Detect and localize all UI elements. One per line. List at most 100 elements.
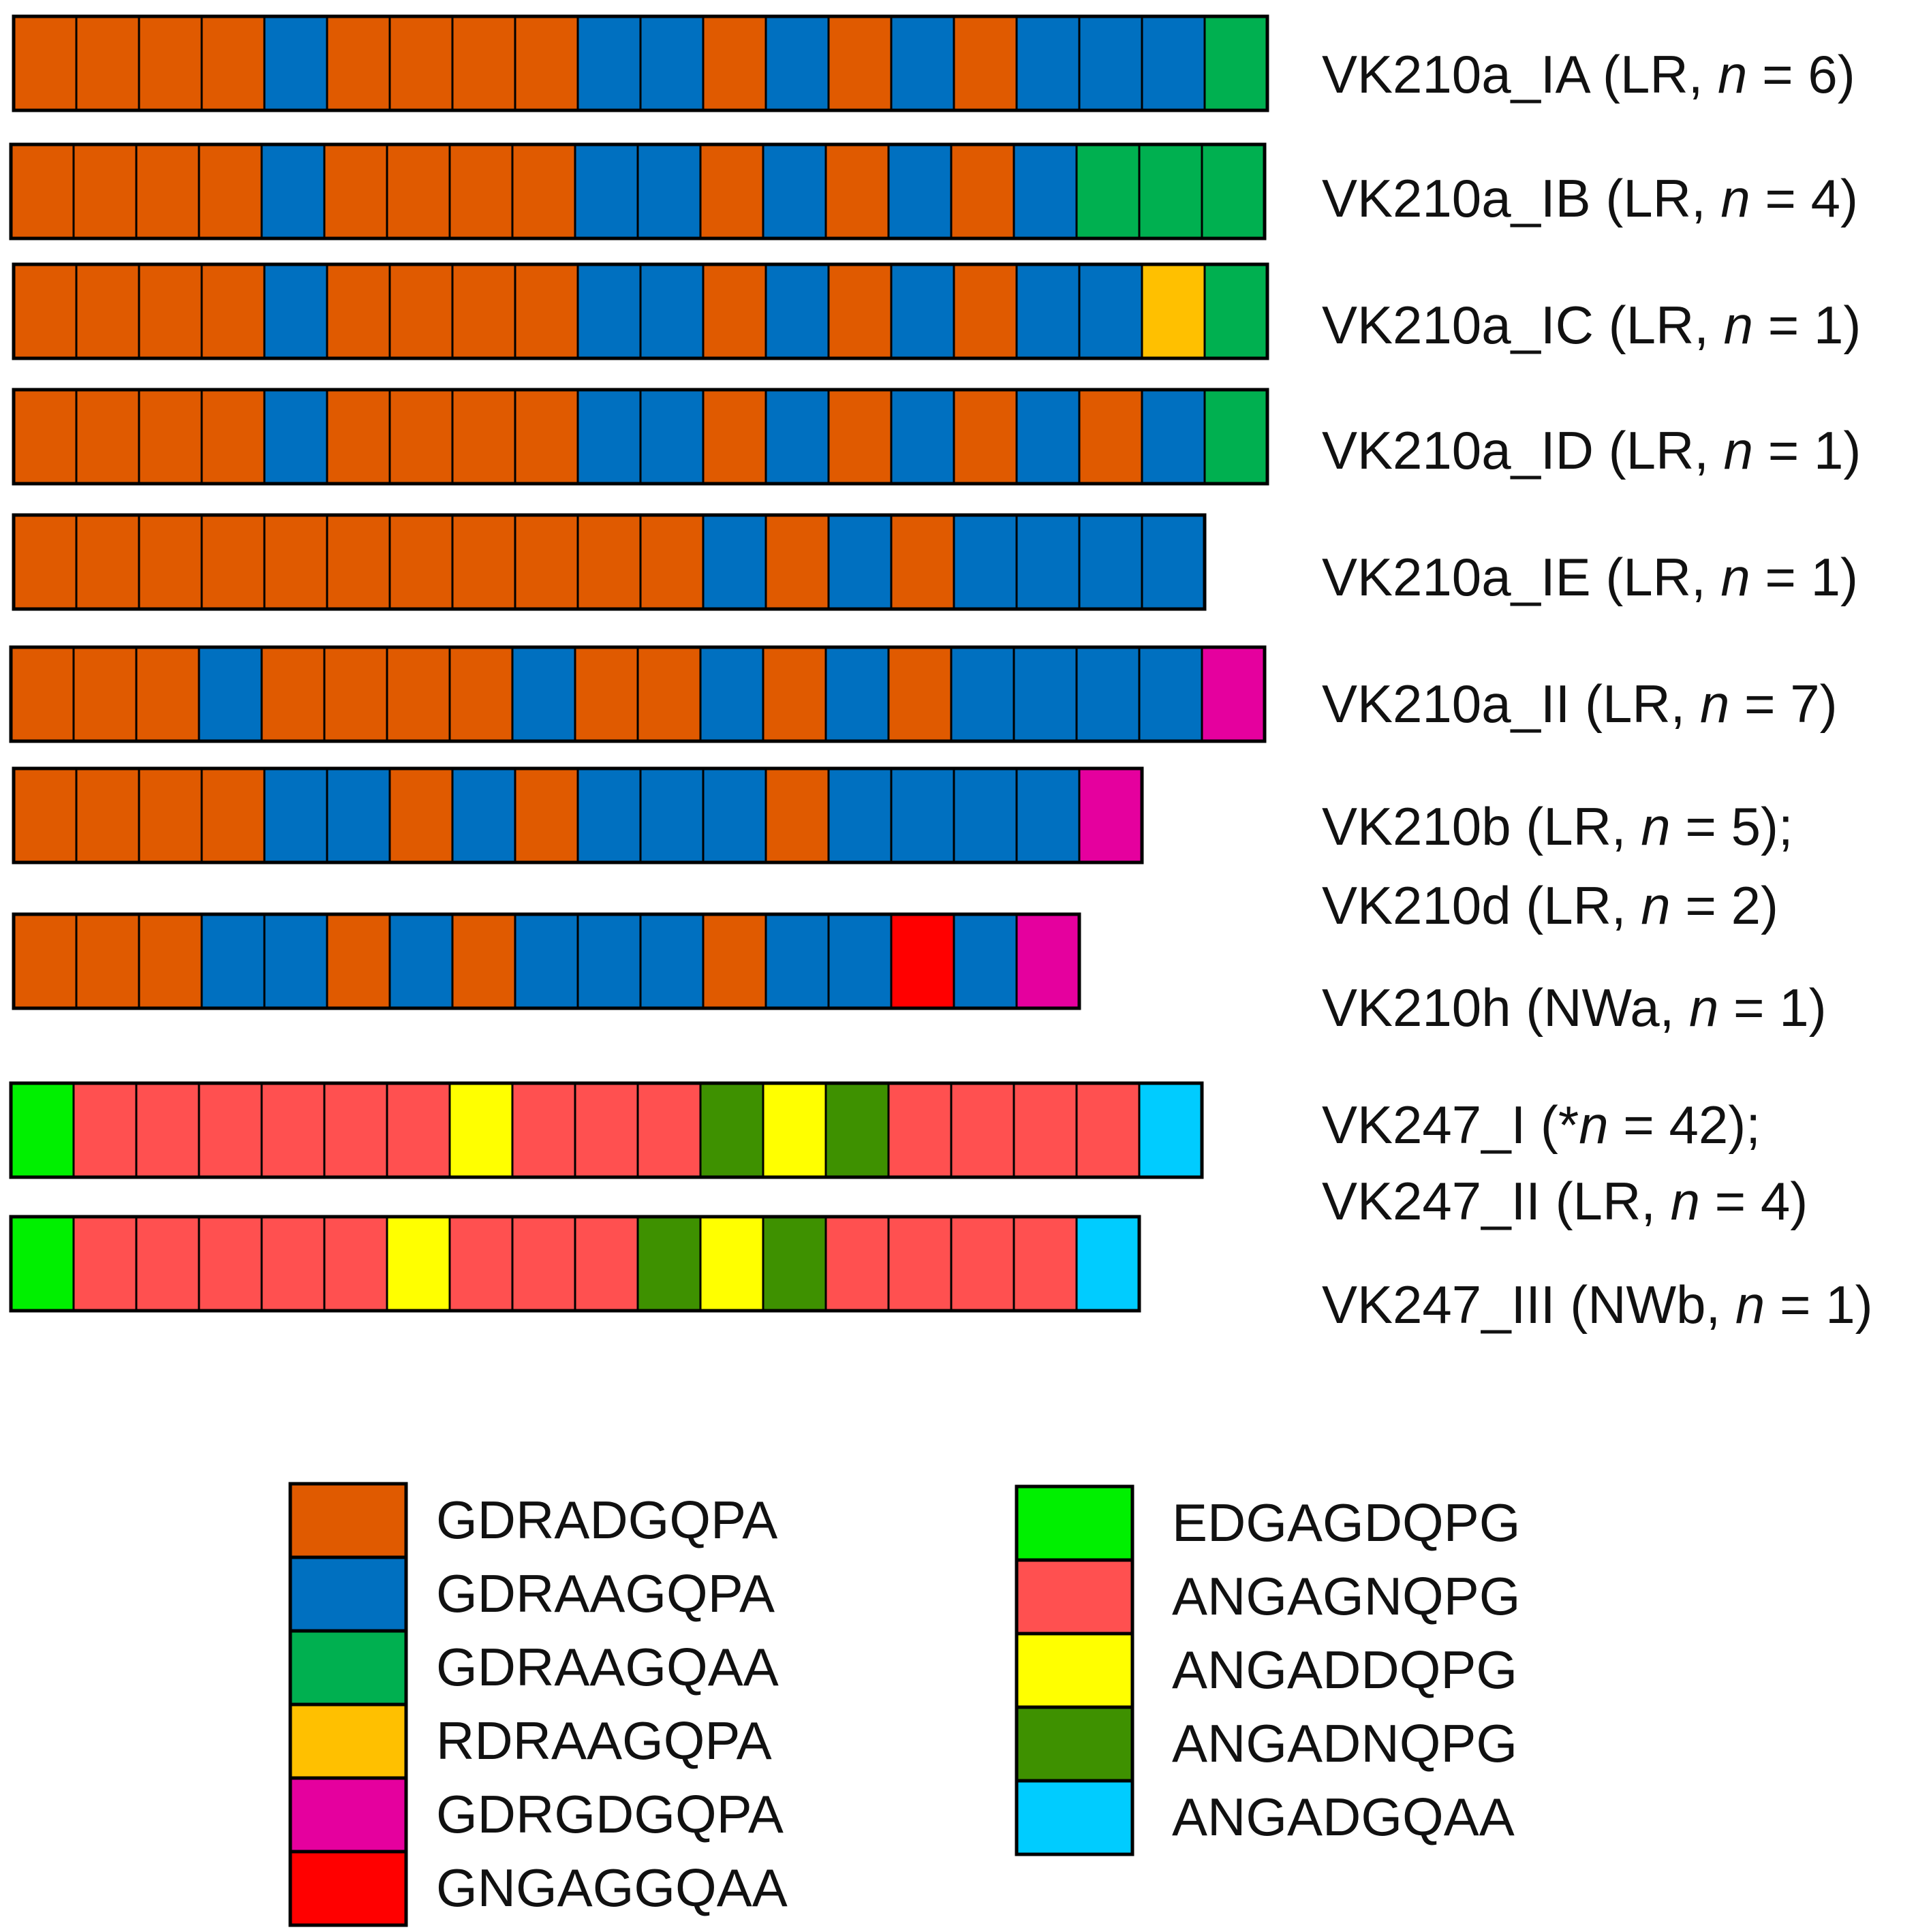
motif-cell-gdraagqpa <box>950 646 1015 743</box>
motif-cell-angagnqpg <box>323 1082 388 1179</box>
motif-cell-gdraagqpa <box>1015 514 1081 610</box>
motif-cell-gdradgqpa <box>764 767 830 864</box>
motif-cell-angagnqpg <box>198 1215 263 1312</box>
motif-cell-gdradgqpa <box>448 646 514 743</box>
motif-cell-gdraagqpa <box>514 913 579 1010</box>
motif-cell-gdrgdgqpa <box>1201 646 1266 743</box>
motif-cell-gdradgqpa <box>260 646 326 743</box>
motif-cell-edgagdqpg <box>10 1082 75 1179</box>
motif-cell-gdradgqpa <box>12 388 78 485</box>
legend-swatch-gdraagqpa <box>288 1555 408 1633</box>
motif-cell-gdraagqpa <box>1015 767 1081 864</box>
motif-cell-gdraagqpa <box>326 767 391 864</box>
motif-cell-gdradgqpa <box>1078 388 1143 485</box>
motif-cell-gdradgqpa <box>451 388 516 485</box>
motif-cell-gdradgqpa <box>12 767 78 864</box>
motif-cell-gdradgqpa <box>75 514 140 610</box>
motif-cell-gdradgqpa <box>764 514 830 610</box>
variant-label-vk247-i-ii: VK247_I (*n = 42); <box>1322 1095 1761 1155</box>
variant-bar-frame <box>12 513 1207 611</box>
motif-legend: GDRADGQPA GDRAAGQPA GDRAAGQAA RDRAAGQPA GDRG… <box>288 1482 1520 1927</box>
motif-cell-angadnqpg <box>636 1215 702 1312</box>
variant-label-vk247-i-ii: VK247_II (LR, n = 4) <box>1322 1171 1808 1231</box>
motif-cell-gdraagqpa <box>451 767 516 864</box>
motif-cell-gdraagqpa <box>890 388 955 485</box>
label-part: n <box>1641 875 1670 935</box>
motif-cell-gdraagqpa <box>263 913 328 1010</box>
motif-cell-angagnqpg <box>72 1215 138 1312</box>
motif-cell-gdradgqpa <box>198 143 263 240</box>
motif-cell-gdradgqpa <box>75 15 140 112</box>
motif-cell-gdraagqpa <box>639 15 705 112</box>
motif-cell-gdradgqpa <box>514 388 579 485</box>
legend-swatch-gdrgdgqpa <box>288 1776 408 1854</box>
variant-row-vk210b-d: VK210b (LR, n = 5); VK210d (LR, n = 2) <box>12 766 1793 935</box>
motif-cell-gdradgqpa <box>514 767 579 864</box>
legend-label-rdraagqpa: RDRAAGQPA <box>436 1711 772 1771</box>
motif-cell-gdraagqpa <box>827 913 893 1010</box>
motif-cell-gdraagqpa <box>1078 15 1143 112</box>
label-part: n <box>1718 44 1747 104</box>
motif-cell-angadnqpg <box>699 1082 764 1179</box>
motif-cell-gdraagqpa <box>702 767 767 864</box>
variant-row-vk210a-ib: VK210a_IB (LR, n = 4) <box>9 142 1858 240</box>
motif-cell-gdraagqpa <box>1075 646 1141 743</box>
variant-row-vk210h: VK210h (NWa, n = 1) <box>12 912 1827 1038</box>
motif-cell-gdraagqpa <box>764 913 830 1010</box>
motif-cell-gdradgqpa <box>827 15 893 112</box>
motif-cell-angaddqpg <box>699 1215 764 1312</box>
motif-cell-gdradgqpa <box>12 514 78 610</box>
motif-cell-gdradgqpa <box>75 388 140 485</box>
motif-cell-gdradgqpa <box>451 514 516 610</box>
variant-row-vk247-iii: VK247_III (NWb, n = 1) <box>9 1215 1873 1335</box>
motif-cell-gdradgqpa <box>75 767 140 864</box>
legend-swatch-edgagdqpg <box>1015 1484 1134 1562</box>
motif-cell-angagnqpg <box>260 1215 326 1312</box>
motif-cell-gdradgqpa <box>326 263 391 360</box>
motif-cell-gdradgqpa <box>326 514 391 610</box>
motif-cell-gdraagqpa <box>639 913 705 1010</box>
motif-cell-gdraagqpa <box>576 15 642 112</box>
variant-label-vk210h: VK210h (NWa, n = 1) <box>1322 978 1827 1038</box>
motif-cell-gdradgqpa <box>639 514 705 610</box>
legend-swatch-gdraagqaa <box>288 1629 408 1707</box>
legend-label-angadnqpg: ANGADNQPG <box>1172 1713 1517 1773</box>
variant-bar-frame <box>12 912 1081 1010</box>
legend-label-edgagdqpg: EDGAGDQPG <box>1172 1493 1520 1553</box>
motif-cell-edgagdqpg <box>10 1215 75 1312</box>
motif-cell-gdraagqpa <box>1078 514 1143 610</box>
motif-cell-angagnqpg <box>511 1082 576 1179</box>
motif-cell-gdraagqpa <box>887 143 953 240</box>
motif-cell-gdraagqpa <box>263 263 328 360</box>
motif-cell-angagnqpg <box>72 1082 138 1179</box>
motif-cell-gdradgqpa <box>451 263 516 360</box>
variant-bar-frame <box>12 14 1269 112</box>
motif-cell-gdradgqpa <box>263 514 328 610</box>
motif-cell-gdradgqpa <box>702 913 767 1010</box>
motif-cell-gdradgqpa <box>12 913 78 1010</box>
motif-cell-gdraagqpa <box>388 913 454 1010</box>
motif-cell-gdradgqpa <box>953 15 1018 112</box>
motif-cell-gdraagqpa <box>511 646 576 743</box>
label-part: = 2) <box>1671 875 1778 935</box>
motif-cell-angagnqpg <box>950 1215 1015 1312</box>
motif-cell-gdradgqpa <box>950 143 1015 240</box>
motif-cell-gdraagqaa <box>1203 388 1269 485</box>
motif-cell-gdraagqpa <box>824 646 890 743</box>
variant-label-vk210a-ie: VK210a_IE (LR, n = 1) <box>1322 547 1858 607</box>
motif-cell-angagnqpg <box>260 1082 326 1179</box>
motif-cell-angagnqpg <box>1075 1082 1141 1179</box>
motif-cell-gdraagqpa <box>699 646 764 743</box>
label-part: n <box>1724 295 1753 355</box>
legend-label-angaddqpg: ANGADDQPG <box>1172 1640 1517 1700</box>
variant-row-vk210a-id: VK210a_ID (LR, n = 1) <box>12 388 1861 486</box>
label-part: n <box>1735 1275 1765 1335</box>
label-part: VK210a_ID (LR, <box>1322 420 1724 480</box>
variant-bar-frame <box>9 1215 1141 1313</box>
motif-cell-gdraagqpa <box>1138 646 1203 743</box>
legend-label-gdraagqaa: GDRAAGQAA <box>436 1637 779 1697</box>
variant-row-vk210a-ia: VK210a_IA (LR, n = 6) <box>12 14 1855 112</box>
motif-cell-gdradgqpa <box>326 388 391 485</box>
motif-cell-gdradgqpa <box>514 514 579 610</box>
label-part: VK210d (LR, <box>1322 875 1641 935</box>
